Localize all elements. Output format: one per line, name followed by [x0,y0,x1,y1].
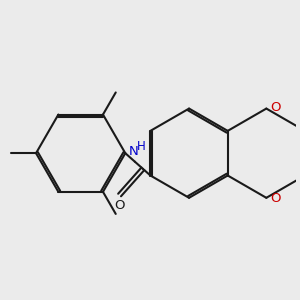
Text: O: O [114,199,125,212]
Text: H: H [137,140,146,153]
Text: O: O [270,192,280,205]
Text: O: O [270,101,280,114]
Text: N: N [129,145,139,158]
